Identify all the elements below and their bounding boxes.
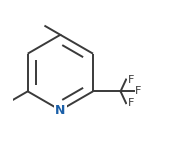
Text: N: N [55,104,66,117]
Text: F: F [128,75,134,85]
Text: F: F [128,98,134,108]
Text: F: F [135,86,142,96]
